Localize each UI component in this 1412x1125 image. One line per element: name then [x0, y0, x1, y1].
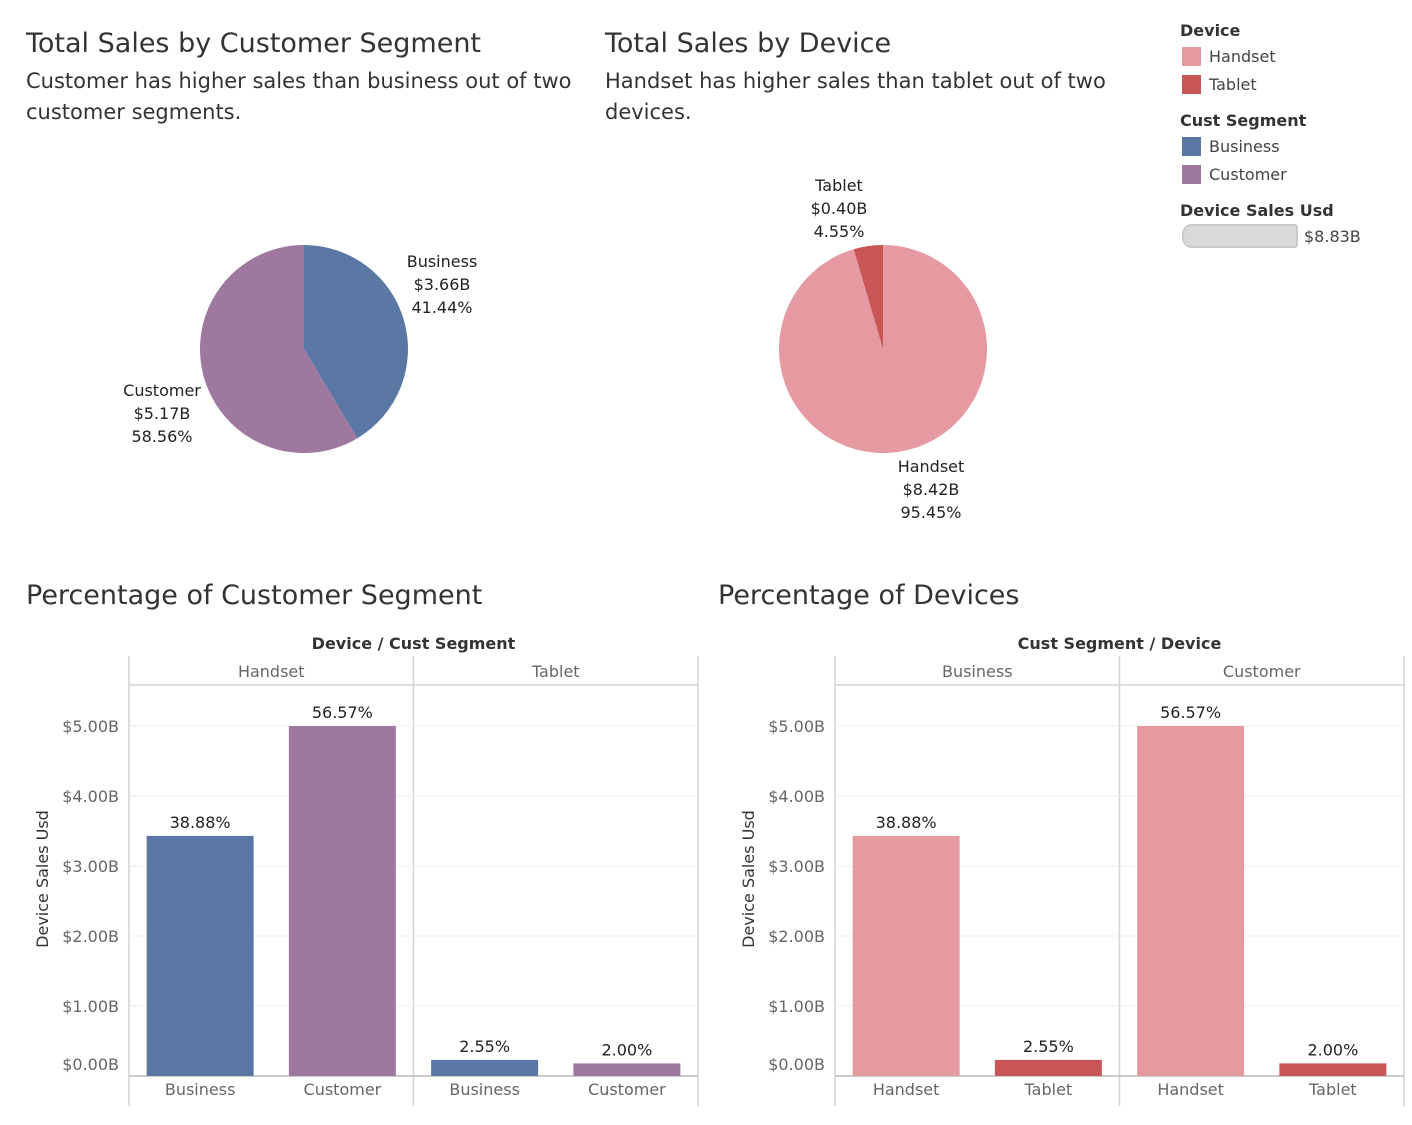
pie-label-value-customer: $5.17B [134, 404, 191, 423]
pie-label-name-business: Business [407, 252, 478, 271]
legend-label-handset: Handset [1209, 46, 1276, 66]
bar-chart-device: Cust Segment / Device $0.00B $1.00B $2.00B $… [739, 634, 1405, 1106]
pie-slice-handset [778, 245, 987, 454]
legend-item-tablet[interactable]: Tablet [1180, 70, 1400, 98]
x-tick-label: Tablet [1308, 1080, 1357, 1099]
x-tick-label: Handset [1157, 1080, 1224, 1099]
y-tick-label: $4.00B [768, 787, 825, 806]
legend-swatch-customer [1182, 164, 1201, 184]
bar-data-label: 2.00% [601, 1040, 652, 1059]
bar-tablet-business [431, 1059, 539, 1076]
y-tick-label: $1.00B [768, 997, 825, 1016]
legend-size-row: $8.83B [1180, 222, 1400, 250]
bar-customer-handset [1137, 726, 1245, 1076]
y-tick-label: $5.00B [62, 717, 119, 736]
bar-business-tablet [994, 1059, 1102, 1076]
bar-data-label: 38.88% [876, 813, 937, 832]
pie-label-name-handset: Handset [898, 457, 965, 476]
legend-item-handset[interactable]: Handset [1180, 42, 1400, 70]
pie-label-pct-handset: 95.45% [900, 503, 961, 522]
legend-size-value: $8.83B [1304, 226, 1361, 246]
legend-size-bar [1182, 224, 1298, 248]
y-tick-label: $2.00B [62, 927, 119, 946]
bar-header: Cust Segment / Device [1018, 634, 1222, 653]
bar-business-handset [852, 835, 960, 1076]
bar-tablet-customer [573, 1063, 681, 1076]
bar-segment-title: Percentage of Customer Segment [26, 580, 483, 611]
legend-label-tablet: Tablet [1209, 74, 1257, 94]
y-tick-label: $0.00B [768, 1055, 825, 1074]
legend-swatch-handset [1182, 46, 1201, 66]
y-tick-label: $3.00B [768, 857, 825, 876]
pie-chart-segment: Business $3.66B 41.44% Customer $5.17B 58.56% [123, 245, 478, 453]
bar-data-label: 56.57% [1160, 703, 1221, 722]
y-tick-label: $2.00B [768, 927, 825, 946]
x-tick-label: Handset [873, 1080, 940, 1099]
y-tick-label: $1.00B [62, 997, 119, 1016]
pie-chart-device: Handset $8.42B 95.45% Tablet $0.40B 4.55% [778, 176, 987, 522]
y-tick-label: $5.00B [768, 717, 825, 736]
pie-label-pct-tablet: 4.55% [814, 222, 865, 241]
pie-device-subtitle: Handset has higher sales than tablet out… [605, 69, 1106, 124]
bar-data-label: 2.55% [1023, 1037, 1074, 1056]
legend-segment: Cust Segment Business Customer [1180, 110, 1400, 188]
x-tick-label: Business [449, 1080, 520, 1099]
legend-swatch-tablet [1182, 74, 1201, 94]
legend-label-business: Business [1209, 136, 1280, 156]
pie-label-pct-business: 41.44% [411, 298, 472, 317]
pie-slice-customer [199, 245, 358, 453]
panel-header-customer: Customer [1223, 662, 1301, 681]
pie-label-name-tablet: Tablet [814, 176, 863, 195]
pie-label-value-business: $3.66B [414, 275, 471, 294]
x-tick-label: Business [165, 1080, 236, 1099]
bar-handset-business [146, 835, 254, 1076]
pie-device-title: Total Sales by Device [605, 28, 892, 59]
x-tick-label: Customer [588, 1080, 666, 1099]
bar-chart-segment: Device / Cust Segment $0.00B $1.00B $2.00B $… [33, 634, 699, 1106]
y-axis-label: Device Sales Usd [33, 810, 52, 948]
pie-slice-tablet [853, 245, 883, 349]
legend-item-customer[interactable]: Customer [1180, 160, 1400, 188]
legend: Device Handset Tablet Cust Segment Busin… [1180, 20, 1400, 262]
y-tick-label: $0.00B [62, 1055, 119, 1074]
panel-header-business: Business [942, 662, 1013, 681]
panel-header-handset: Handset [238, 662, 305, 681]
legend-device-title: Device [1180, 21, 1241, 40]
legend-size-title: Device Sales Usd [1180, 201, 1334, 220]
pie-segment-subtitle: Customer has higher sales than business … [26, 69, 572, 124]
x-tick-label: Customer [304, 1080, 382, 1099]
bar-customer-tablet [1279, 1063, 1387, 1076]
legend-swatch-business [1182, 136, 1201, 156]
bar-data-label: 2.55% [459, 1037, 510, 1056]
pie-label-value-tablet: $0.40B [811, 199, 868, 218]
legend-segment-title: Cust Segment [1180, 111, 1307, 130]
legend-item-business[interactable]: Business [1180, 132, 1400, 160]
bar-data-label: 2.00% [1307, 1040, 1358, 1059]
pie-label-pct-customer: 58.56% [131, 427, 192, 446]
y-tick-label: $3.00B [62, 857, 119, 876]
bar-header: Device / Cust Segment [312, 634, 516, 653]
bar-handset-customer [288, 726, 396, 1076]
y-axis-label: Device Sales Usd [739, 810, 758, 948]
y-tick-label: $4.00B [62, 787, 119, 806]
pie-label-name-customer: Customer [123, 381, 201, 400]
pie-segment-title: Total Sales by Customer Segment [26, 28, 482, 59]
bar-data-label: 56.57% [312, 703, 373, 722]
x-tick-label: Tablet [1024, 1080, 1073, 1099]
bar-device-title: Percentage of Devices [718, 580, 1020, 611]
bar-data-label: 38.88% [170, 813, 231, 832]
legend-size: Device Sales Usd $8.83B [1180, 200, 1400, 250]
pie-slice-business [304, 245, 408, 439]
legend-device: Device Handset Tablet [1180, 20, 1400, 98]
panel-header-tablet: Tablet [531, 662, 580, 681]
pie-label-value-handset: $8.42B [903, 480, 960, 499]
legend-label-customer: Customer [1209, 164, 1287, 184]
